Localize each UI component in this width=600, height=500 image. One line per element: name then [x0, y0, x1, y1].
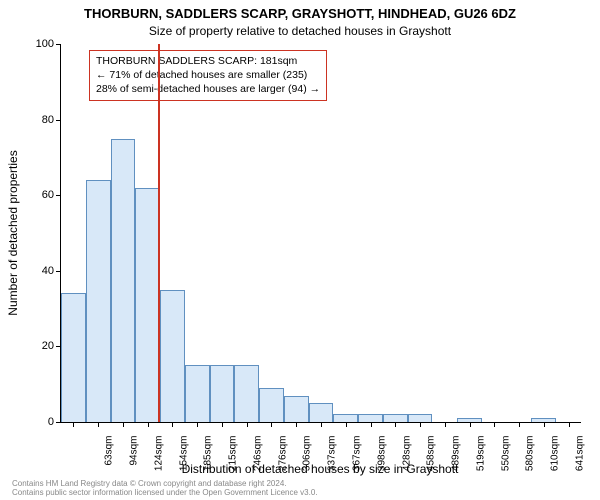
histogram-bar — [86, 180, 111, 422]
x-tick-mark — [172, 422, 173, 427]
histogram-bar — [210, 365, 235, 422]
x-tick-label: 246sqm — [252, 436, 263, 476]
x-tick-mark — [321, 422, 322, 427]
x-tick-mark — [73, 422, 74, 427]
x-tick-mark — [470, 422, 471, 427]
x-tick-mark — [569, 422, 570, 427]
x-tick-mark — [148, 422, 149, 427]
footer-line-2: Contains public sector information licen… — [12, 488, 318, 498]
annotation-line-2: ← 71% of detached houses are smaller (23… — [96, 68, 320, 82]
histogram-bar — [61, 293, 86, 422]
plot-area: THORBURN SADDLERS SCARP: 181sqm ← 71% of… — [60, 44, 581, 423]
x-tick-label: 398sqm — [376, 436, 387, 476]
y-tick-label: 40 — [14, 265, 54, 277]
x-tick-mark — [544, 422, 545, 427]
y-tick-label: 20 — [14, 340, 54, 352]
x-tick-mark — [371, 422, 372, 427]
chart-container: THORBURN, SADDLERS SCARP, GRAYSHOTT, HIN… — [0, 0, 600, 500]
x-tick-label: 215sqm — [228, 436, 239, 476]
x-tick-mark — [197, 422, 198, 427]
x-tick-label: 276sqm — [277, 436, 288, 476]
histogram-bar — [160, 290, 185, 422]
histogram-bar — [333, 414, 358, 422]
histogram-bar — [111, 139, 136, 423]
annotation-box: THORBURN SADDLERS SCARP: 181sqm ← 71% of… — [89, 50, 327, 101]
histogram-bar — [383, 414, 408, 422]
annotation-line-3: 28% of semi-detached houses are larger (… — [96, 82, 320, 96]
y-tick-mark — [56, 120, 61, 121]
property-marker-line — [158, 44, 160, 422]
x-tick-mark — [222, 422, 223, 427]
x-tick-mark — [346, 422, 347, 427]
x-tick-label: 337sqm — [327, 436, 338, 476]
x-tick-mark — [123, 422, 124, 427]
x-tick-label: 367sqm — [352, 436, 363, 476]
x-tick-label: 458sqm — [426, 436, 437, 476]
x-tick-mark — [98, 422, 99, 427]
histogram-bar — [284, 396, 309, 422]
x-tick-mark — [445, 422, 446, 427]
annotation-line-1: THORBURN SADDLERS SCARP: 181sqm — [96, 54, 320, 68]
histogram-bar — [259, 388, 284, 422]
y-tick-mark — [56, 44, 61, 45]
y-axis-label: Number of detached properties — [6, 44, 26, 422]
histogram-bar — [234, 365, 259, 422]
y-tick-label: 100 — [14, 38, 54, 50]
x-tick-label: 641sqm — [574, 436, 585, 476]
y-tick-mark — [56, 271, 61, 272]
x-tick-label: 580sqm — [525, 436, 536, 476]
x-tick-mark — [247, 422, 248, 427]
x-tick-mark — [296, 422, 297, 427]
x-tick-label: 610sqm — [550, 436, 561, 476]
footer-attribution: Contains HM Land Registry data © Crown c… — [12, 479, 318, 498]
x-tick-mark — [271, 422, 272, 427]
x-tick-label: 124sqm — [153, 436, 164, 476]
chart-title-address: THORBURN, SADDLERS SCARP, GRAYSHOTT, HIN… — [0, 6, 600, 21]
y-tick-label: 80 — [14, 114, 54, 126]
x-tick-label: 428sqm — [401, 436, 412, 476]
histogram-bar — [309, 403, 334, 422]
x-tick-label: 154sqm — [178, 436, 189, 476]
histogram-bar — [185, 365, 210, 422]
y-tick-label: 60 — [14, 189, 54, 201]
x-tick-label: 489sqm — [451, 436, 462, 476]
x-tick-label: 94sqm — [129, 436, 140, 476]
y-tick-mark — [56, 195, 61, 196]
x-tick-label: 63sqm — [104, 436, 115, 476]
footer-line-1: Contains HM Land Registry data © Crown c… — [12, 479, 318, 489]
x-tick-mark — [395, 422, 396, 427]
x-tick-label: 550sqm — [500, 436, 511, 476]
x-tick-mark — [519, 422, 520, 427]
histogram-bar — [135, 188, 160, 422]
histogram-bar — [408, 414, 433, 422]
y-tick-mark — [56, 422, 61, 423]
x-tick-mark — [420, 422, 421, 427]
y-tick-label: 0 — [14, 416, 54, 428]
histogram-bar — [358, 414, 383, 422]
x-tick-label: 519sqm — [475, 436, 486, 476]
x-tick-mark — [494, 422, 495, 427]
x-tick-label: 185sqm — [203, 436, 214, 476]
x-tick-label: 306sqm — [302, 436, 313, 476]
chart-subtitle: Size of property relative to detached ho… — [0, 24, 600, 38]
